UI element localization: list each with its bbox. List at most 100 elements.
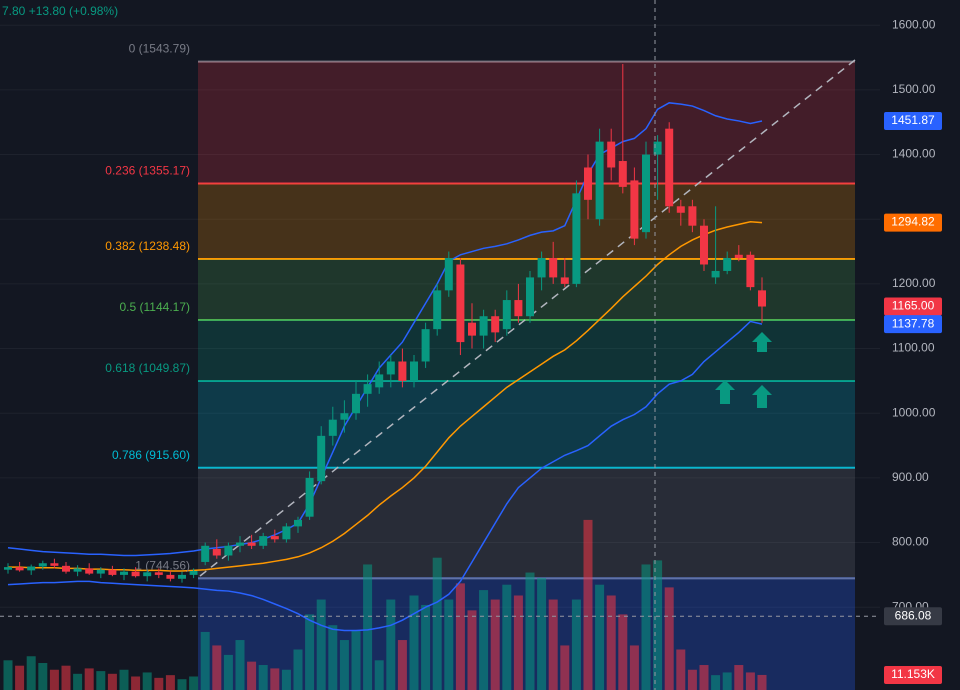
- volume-bar: [96, 671, 106, 690]
- volume-bar: [502, 584, 512, 690]
- candle-body: [201, 545, 210, 562]
- candle-body: [734, 254, 743, 259]
- volume-bar: [61, 665, 71, 690]
- volume-bar: [386, 599, 396, 690]
- candle-body: [236, 542, 244, 546]
- candle-body: [178, 574, 186, 579]
- fib-band: [198, 183, 855, 260]
- volume-bar: [142, 672, 152, 690]
- header-text: 7.80 +13.80 (+0.98%): [2, 4, 118, 18]
- volume-tag: [884, 665, 942, 684]
- candle-body: [363, 384, 372, 394]
- volume-bar: [26, 656, 36, 690]
- price-tag-label: 1294.82: [891, 215, 935, 229]
- volume-bar: [711, 675, 721, 690]
- volume-bar: [49, 669, 59, 690]
- y-tick-label: 800.00: [892, 535, 929, 549]
- indicator-layer: [7, 102, 763, 632]
- fib-level-label: 1 (744.56): [135, 559, 190, 573]
- volume-bar: [107, 673, 117, 690]
- volume-bar: [745, 672, 755, 690]
- volume-bar: [490, 599, 500, 690]
- candle-body: [375, 374, 384, 388]
- candle-body: [584, 167, 592, 200]
- candle-body: [676, 206, 685, 213]
- candle-body: [758, 290, 766, 307]
- candle-body: [282, 526, 291, 540]
- volume-bar: [177, 679, 187, 690]
- volume-bar: [560, 645, 570, 690]
- candle-body: [328, 419, 337, 436]
- candle-body: [421, 329, 430, 362]
- candle-body: [688, 206, 697, 226]
- candle-body: [502, 300, 511, 330]
- price-tag: [884, 315, 942, 334]
- candle-body: [224, 545, 233, 556]
- candle-body: [468, 322, 476, 336]
- candle-body: [259, 536, 268, 546]
- indicator-line: [7, 102, 763, 557]
- price-tag: [884, 112, 942, 131]
- volume-bar: [664, 587, 674, 690]
- price-tag-label: 1165.00: [892, 299, 935, 313]
- volume-bar: [421, 604, 431, 690]
- candle-body: [73, 568, 82, 572]
- volume-bar: [131, 676, 141, 690]
- candle-body: [746, 254, 755, 288]
- candle-body: [572, 193, 581, 284]
- candle-body: [38, 563, 47, 567]
- candle-body: [653, 141, 662, 155]
- candle-body: [386, 361, 395, 375]
- volume-bar: [154, 677, 164, 690]
- candle-body: [549, 258, 558, 278]
- volume-layer: [3, 519, 767, 690]
- candle-body: [630, 180, 639, 239]
- candle-body: [607, 141, 616, 168]
- volume-bar: [351, 630, 361, 690]
- candle-body: [305, 477, 314, 517]
- volume-bar: [281, 669, 291, 690]
- candle-body: [514, 300, 523, 317]
- volume-bar: [629, 645, 639, 690]
- fib-band: [198, 380, 855, 468]
- volume-bar: [363, 564, 373, 690]
- fib-level-label: 0.236 (1355.17): [105, 164, 190, 178]
- y-tick-label: 1500.00: [892, 82, 936, 96]
- candle-body: [50, 563, 59, 566]
- candle-body: [711, 270, 720, 278]
- y-tick-label: 1600.00: [892, 17, 936, 31]
- price-tag-label: 686.08: [895, 608, 932, 622]
- candle-body: [131, 571, 140, 577]
- candle-body: [537, 258, 546, 278]
- candle-body: [340, 413, 349, 420]
- volume-bar: [293, 649, 303, 690]
- candle-body: [212, 549, 221, 556]
- volume-bar: [397, 640, 407, 690]
- volume-bar: [189, 676, 199, 690]
- volume-bar: [467, 610, 477, 690]
- y-tick-label: 900.00: [892, 470, 929, 484]
- candle-body: [166, 574, 175, 579]
- volume-bar: [247, 661, 257, 690]
- candle-body: [479, 316, 488, 336]
- candle-body: [4, 567, 12, 570]
- volume-tag-label: 11.153K: [891, 667, 935, 681]
- candle-body: [595, 141, 604, 220]
- volume-bar: [119, 669, 129, 690]
- volume-bar: [455, 583, 465, 690]
- candle-body: [723, 258, 732, 271]
- volume-bar: [223, 654, 233, 690]
- candle-body: [27, 566, 36, 571]
- candle-body: [96, 569, 105, 574]
- price-tag: [884, 607, 942, 626]
- axis-layer: 700.00800.00900.001000.001100.001200.001…: [0, 17, 942, 684]
- up-arrow: [752, 385, 772, 408]
- volume-bar: [444, 599, 454, 690]
- volume-bar: [653, 560, 663, 690]
- candle-body: [491, 316, 500, 333]
- candle-body: [410, 361, 418, 381]
- volume-bar: [525, 572, 535, 690]
- candle-body: [189, 571, 198, 575]
- volume-bar: [15, 665, 25, 690]
